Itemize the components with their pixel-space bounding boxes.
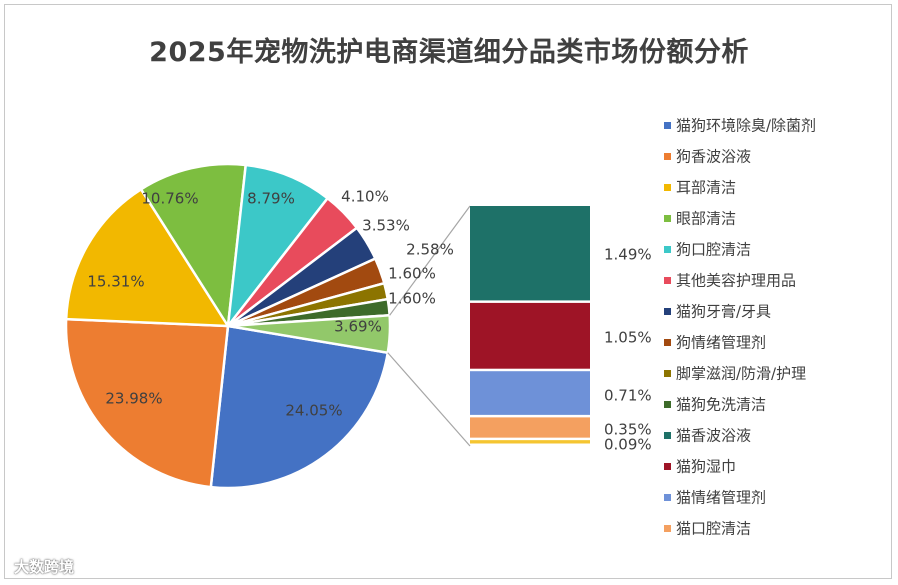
legend-swatch [664,308,671,315]
legend-entry: 猫狗湿巾 [676,458,736,476]
slice-label: 2.58% [406,241,454,259]
pie-slice [64,317,230,489]
pie-slice-other [227,313,392,355]
legend-swatch [664,184,671,191]
legend: 猫狗环境除臭/除菌剂狗香波浴液耳部清洁眼部清洁狗口腔清洁其他美容护理用品猫狗牙膏… [664,117,816,538]
pie-slice [64,187,231,328]
legend-swatch [664,525,671,532]
slice-label: 23.98% [105,390,162,408]
legend-swatch [664,463,671,470]
data-labels: 24.05% 23.98% 15.31% 10.76% 8.79% 4.10% 3.53% 2… [87,188,651,454]
legend-entry: 脚掌滋润/防滑/护理 [676,365,806,383]
pie-slice [226,163,330,331]
slice-label: 1.60% [388,290,436,308]
connector-line [389,205,471,316]
legend-entry: 狗香波浴液 [676,148,751,166]
legend-swatch [664,339,671,346]
slice-label: 3.53% [362,217,410,235]
legend-swatch [664,153,671,160]
breakdown-segment [470,417,590,438]
breakdown-label: 1.05% [604,329,652,347]
breakdown-segment [470,302,590,369]
legend-swatch [664,494,671,501]
pie-group [64,162,392,490]
connector-lines [387,205,471,447]
legend-swatch [664,401,671,408]
legend-swatch [664,122,671,129]
legend-entry: 猫香波浴液 [676,427,751,445]
legend-entry: 猫情绪管理剂 [676,489,766,507]
chart-title: 2025年宠物洗护电商渠道细分品类市场份额分析 [149,37,749,68]
slice-label: 15.31% [87,273,144,291]
legend-entry: 猫狗免洗清洁 [676,396,766,414]
legend-swatch [664,277,671,284]
legend-swatch [664,370,671,377]
breakdown-bar [470,206,590,444]
legend-entry: 猫狗环境除臭/除菌剂 [676,117,816,135]
breakdown-segment [470,440,590,444]
slice-label: 1.60% [388,265,436,283]
legend-entry: 眼部清洁 [676,210,736,228]
slice-label: 10.76% [141,190,198,208]
slice-label: 24.05% [285,402,342,420]
legend-swatch [664,246,671,253]
other-slice-label: 3.69% [334,318,382,336]
breakdown-label: 0.71% [604,387,652,405]
breakdown-label: 0.35% [604,421,652,439]
legend-entry: 猫口腔清洁 [676,520,751,538]
legend-swatch [664,215,671,222]
legend-entry: 狗口腔清洁 [676,241,751,259]
pie-slice [209,324,390,490]
slice-label: 4.10% [341,188,389,206]
connector-line [387,352,471,447]
breakdown-segment [470,371,590,415]
legend-entry: 耳部清洁 [676,179,736,197]
breakdown-segment [470,206,590,301]
legend-swatch [664,432,671,439]
legend-entry: 猫狗牙膏/牙具 [676,303,771,321]
legend-entry: 其他美容护理用品 [676,272,796,290]
pie-slice [139,162,248,330]
slice-label: 8.79% [247,190,295,208]
breakdown-label: 1.49% [604,246,652,264]
legend-entry: 狗情绪管理剂 [676,334,766,352]
watermark-text: 大数跨境 [14,558,75,576]
breakdown-label: 0.09% [604,436,652,454]
